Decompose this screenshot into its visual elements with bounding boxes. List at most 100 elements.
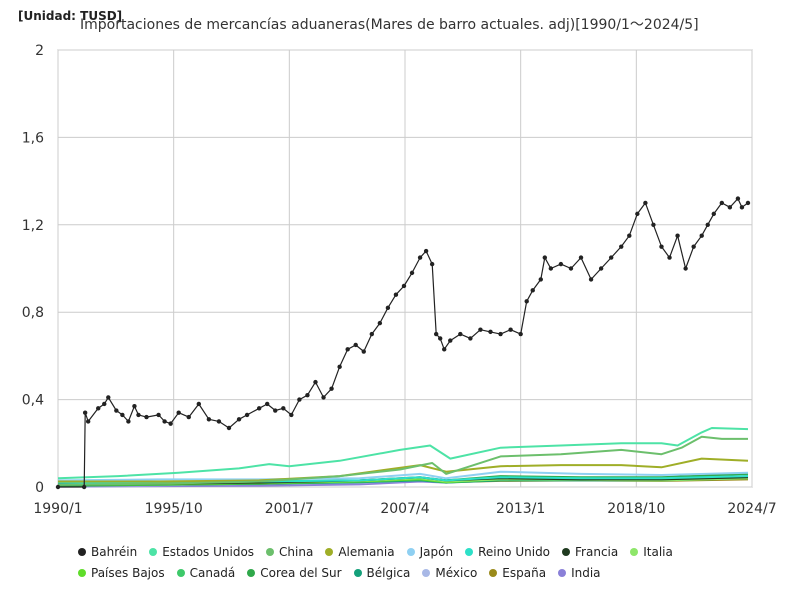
- data-point: [216, 419, 222, 424]
- data-point: [438, 336, 443, 341]
- data-point: [719, 200, 725, 206]
- data-point: [667, 255, 672, 260]
- x-tick-label: 2024/7: [727, 501, 776, 517]
- legend-marker: [149, 547, 158, 556]
- data-point: [739, 205, 745, 210]
- data-point: [488, 329, 493, 335]
- y-tick-label: 0,4: [22, 393, 44, 409]
- x-tick-label: 1990/1: [33, 501, 82, 517]
- data-point: [377, 320, 383, 326]
- legend-item: India: [558, 562, 601, 583]
- legend-label: Italia: [643, 544, 673, 559]
- data-point: [313, 379, 318, 385]
- data-point: [176, 410, 181, 415]
- data-point: [55, 484, 61, 490]
- data-point: [85, 419, 91, 424]
- data-point: [265, 401, 270, 407]
- x-tick-label: 2001/7: [265, 501, 314, 517]
- data-point: [518, 331, 523, 337]
- data-point: [643, 200, 648, 206]
- x-tick-label: 2007/4: [380, 501, 429, 517]
- data-point: [353, 342, 358, 348]
- data-point: [548, 266, 554, 271]
- data-point: [102, 401, 107, 407]
- legend-label: Japón: [419, 544, 454, 559]
- legend-marker: [422, 568, 431, 577]
- data-point: [196, 401, 202, 407]
- legend-item: Bélgica: [353, 562, 411, 583]
- legend-label: Alemania: [338, 544, 395, 559]
- data-point: [542, 255, 548, 260]
- series-line: [57, 427, 749, 480]
- data-point: [691, 244, 696, 249]
- data-point: [635, 211, 640, 217]
- legend-marker: [266, 547, 275, 556]
- data-point: [186, 414, 191, 420]
- data-point: [132, 403, 137, 409]
- data-point: [598, 266, 604, 271]
- legend-marker: [78, 568, 86, 577]
- legend-marker: [630, 547, 639, 556]
- legend-item: Corea del Sur: [247, 562, 342, 583]
- data-point: [705, 222, 710, 227]
- data-point: [468, 336, 473, 341]
- data-point: [409, 270, 415, 276]
- legend-label: Países Bajos: [91, 565, 165, 580]
- data-point: [369, 331, 375, 337]
- legend-marker: [406, 547, 415, 556]
- data-point: [114, 408, 119, 413]
- x-tick-label: 2013/1: [496, 501, 545, 517]
- data-point: [273, 408, 278, 413]
- data-point: [423, 248, 429, 254]
- data-point: [478, 327, 483, 332]
- data-point: [385, 305, 391, 311]
- data-point: [619, 244, 624, 249]
- data-point: [81, 484, 87, 490]
- legend-marker: [78, 547, 86, 556]
- series-line: [57, 435, 748, 486]
- data-point: [727, 205, 733, 210]
- x-tick-label: 2018/10: [607, 501, 665, 517]
- legend-label: Bélgica: [366, 565, 411, 580]
- series-line: [58, 457, 749, 483]
- data-point: [429, 261, 435, 267]
- legend-label: India: [571, 565, 601, 580]
- legend-label: Estados Unidos: [162, 544, 255, 559]
- data-point: [168, 421, 173, 426]
- data-point: [659, 244, 664, 249]
- legend-label: China: [279, 544, 314, 559]
- legend-item: Francia: [562, 541, 618, 562]
- legend-marker: [465, 547, 474, 556]
- legend-marker: [325, 547, 334, 556]
- data-point: [244, 412, 250, 418]
- chart-title: Importaciones de mercancías aduaneras(Ma…: [80, 17, 699, 33]
- data-point: [361, 349, 366, 354]
- data-point: [236, 417, 242, 422]
- data-point: [442, 347, 447, 352]
- legend-item: Reino Unido: [465, 541, 550, 562]
- data-point: [82, 410, 88, 415]
- data-point: [106, 395, 111, 400]
- legend-label: Reino Unido: [478, 544, 551, 559]
- data-point: [683, 266, 688, 271]
- data-point: [433, 331, 439, 337]
- legend-label: México: [435, 565, 478, 580]
- series-line: [57, 470, 749, 482]
- data-point: [393, 292, 399, 297]
- data-point: [226, 425, 232, 431]
- legend-label: Canadá: [189, 565, 236, 580]
- legend-item: China: [266, 541, 313, 562]
- legend-item: Japón: [406, 541, 454, 562]
- legend-label: España: [502, 565, 547, 580]
- legend-marker: [247, 568, 256, 577]
- data-point: [675, 233, 680, 238]
- unit-label: [Unidad: TUSD]: [18, 9, 123, 23]
- legend-item: Canadá: [176, 562, 236, 583]
- data-point: [651, 222, 656, 227]
- data-point: [305, 393, 310, 398]
- data-point: [144, 414, 149, 420]
- legend-item: Estados Unidos: [149, 541, 254, 562]
- data-point: [578, 255, 584, 260]
- data-point: [136, 412, 141, 418]
